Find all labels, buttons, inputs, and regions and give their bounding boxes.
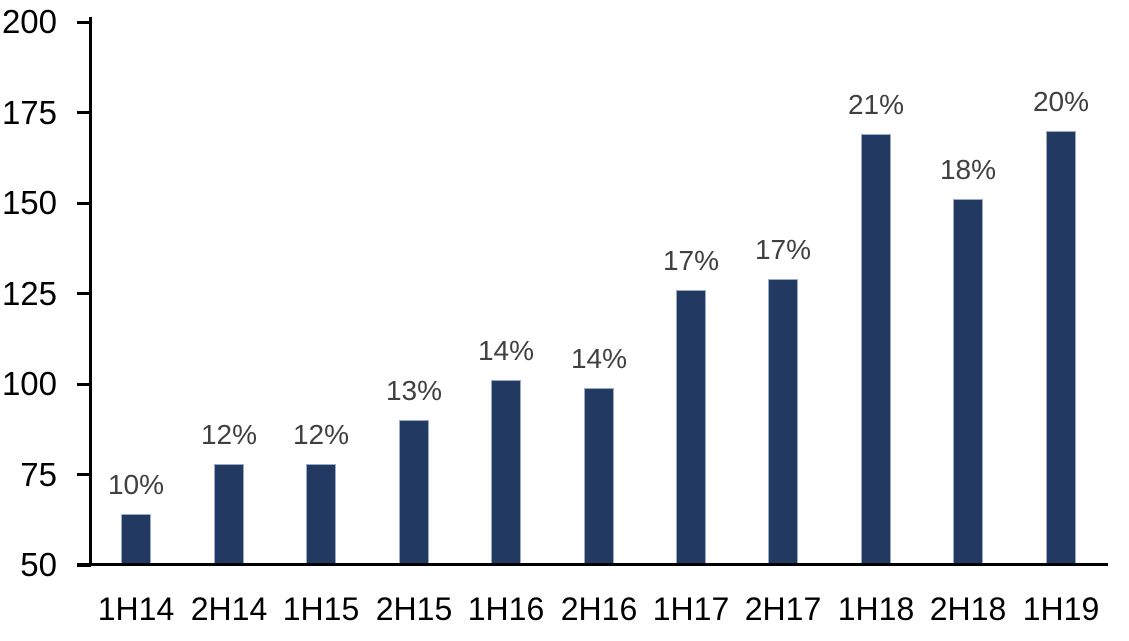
x-tick-label-1H15: 1H15 [282, 591, 360, 627]
bar-2H18 [953, 199, 983, 564]
bar-value-label: 14% [570, 343, 628, 374]
bar-value-label: 14% [477, 335, 535, 366]
bar-2H16 [584, 388, 614, 564]
y-tick-mark [77, 111, 91, 114]
bar-2H15 [399, 420, 429, 564]
bar-1H18 [861, 134, 891, 564]
y-tick-mark [77, 473, 91, 476]
bar-1H15 [306, 464, 336, 564]
y-tick-label: 200 [1, 3, 57, 40]
y-tick-label: 75 [20, 456, 57, 493]
y-tick-label: 150 [1, 184, 57, 221]
bar-value-label: 10% [107, 469, 165, 500]
bar-1H14 [121, 514, 151, 564]
y-tick-label: 50 [20, 546, 57, 583]
bar-value-label: 13% [385, 375, 443, 406]
x-tick-label-2H17: 2H17 [744, 591, 822, 627]
y-tick-mark [77, 202, 91, 205]
x-tick-label-2H15: 2H15 [375, 591, 453, 627]
bar-2H17 [768, 279, 798, 564]
y-tick-mark [77, 383, 91, 386]
x-tick-label-1H18: 1H18 [837, 591, 915, 627]
bar-value-label: 12% [200, 419, 258, 450]
x-tick-label-2H18: 2H18 [929, 591, 1007, 627]
bar-1H17 [676, 290, 706, 564]
x-tick-label-1H19: 1H19 [1022, 591, 1100, 627]
bar-value-label: 21% [847, 89, 905, 120]
x-tick-label-1H16: 1H16 [467, 591, 545, 627]
y-axis-line [89, 17, 92, 565]
bar-value-label: 17% [754, 234, 812, 265]
y-tick-mark [77, 292, 91, 295]
bar-value-label: 20% [1032, 86, 1090, 117]
bar-value-label: 18% [939, 154, 997, 185]
x-axis-line [77, 563, 1108, 566]
x-tick-label-2H16: 2H16 [560, 591, 638, 627]
bar-2H14 [214, 464, 244, 564]
x-tick-label-1H14: 1H14 [97, 591, 175, 627]
bar-value-label: 17% [662, 245, 720, 276]
bar-1H16 [491, 380, 521, 564]
bar-value-label: 12% [292, 419, 350, 450]
bar-1H19 [1046, 131, 1076, 564]
x-tick-label-2H14: 2H14 [190, 591, 268, 627]
y-tick-label: 125 [1, 275, 57, 312]
y-tick-mark [77, 21, 91, 24]
y-tick-label: 175 [1, 94, 57, 131]
y-tick-label: 100 [1, 365, 57, 402]
x-tick-label-1H17: 1H17 [652, 591, 730, 627]
